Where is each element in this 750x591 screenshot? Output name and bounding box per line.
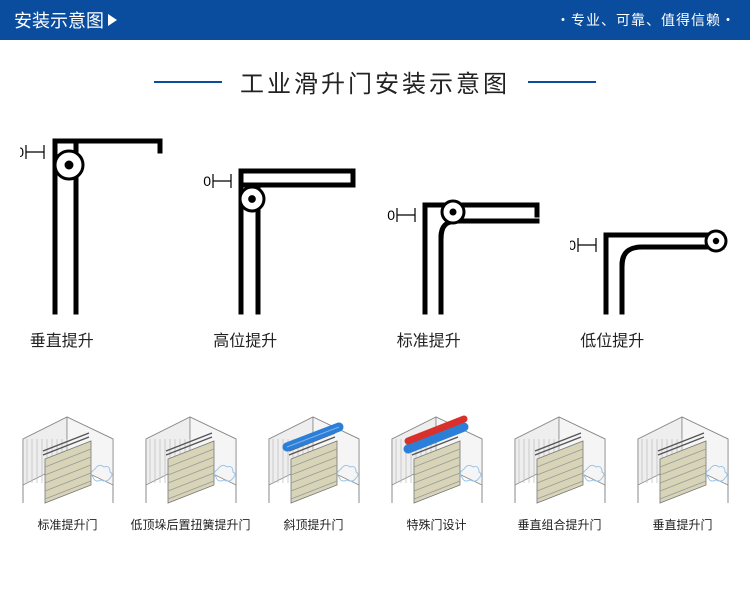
banner-tagline: ・专业、可靠、值得信赖・ xyxy=(556,10,736,30)
main-title-row: 工业滑升门安装示意图 xyxy=(0,64,750,99)
thumb-5: 垂直提升门 xyxy=(623,411,743,533)
banner-title-text: 安装示意图 xyxy=(14,7,104,33)
divider-left xyxy=(154,81,222,83)
thumb-label: 标准提升门 xyxy=(37,516,97,533)
thumb-label: 斜顶提升门 xyxy=(283,516,343,533)
triangle-icon xyxy=(108,14,117,26)
banner: 安装示意图 ・专业、可靠、值得信赖・ xyxy=(0,0,750,40)
diagram-vertical: 300 垂直提升 xyxy=(20,127,180,351)
banner-title: 安装示意图 xyxy=(14,7,117,33)
thumb-2: 斜顶提升门 xyxy=(254,411,374,533)
diagram-label: 标准提升 xyxy=(397,327,461,351)
svg-text:450: 450 xyxy=(387,207,395,223)
thumb-label: 垂直组合提升门 xyxy=(517,516,601,533)
thumb-1: 低顶垛后置扭簧提升门 xyxy=(131,411,251,533)
diagram-row: 300 垂直提升 360 高位提升 450 标准提升 200 低位提升 xyxy=(0,127,750,351)
thumb-label: 低顶垛后置扭簧提升门 xyxy=(131,516,251,533)
thumbnail-row: 标准提升门 低顶垛后置扭簧提升门 斜顶提升门 特殊门设计 垂直组合提升门 垂直提… xyxy=(0,411,750,533)
thumb-label: 垂直提升门 xyxy=(652,516,712,533)
diagram-highlift: 360 高位提升 xyxy=(203,127,363,351)
svg-text:360: 360 xyxy=(203,173,211,189)
diagram-label: 高位提升 xyxy=(213,327,277,351)
svg-text:300: 300 xyxy=(20,144,24,160)
diagram-label: 垂直提升 xyxy=(30,327,94,351)
divider-right xyxy=(528,81,596,83)
diagram-label: 低位提升 xyxy=(580,327,644,351)
diagram-lowlift: 200 低位提升 xyxy=(570,127,730,351)
thumb-0: 标准提升门 xyxy=(8,411,128,533)
thumb-4: 垂直组合提升门 xyxy=(500,411,620,533)
main-title: 工业滑升门安装示意图 xyxy=(240,64,510,99)
thumb-label: 特殊门设计 xyxy=(406,516,466,533)
svg-text:200: 200 xyxy=(570,237,576,253)
thumb-3: 特殊门设计 xyxy=(377,411,497,533)
diagram-standard: 450 标准提升 xyxy=(387,127,547,351)
